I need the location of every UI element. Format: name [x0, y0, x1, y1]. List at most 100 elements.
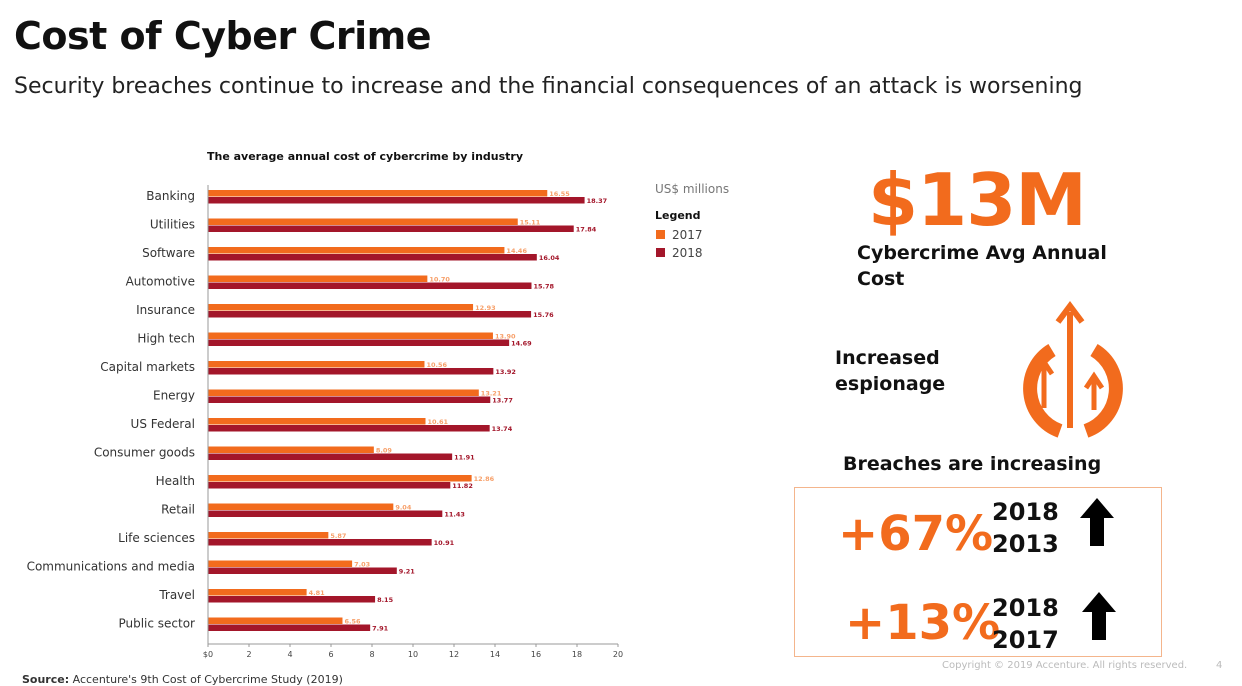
bar-2018	[208, 282, 532, 289]
category-label: Life sciences	[118, 531, 195, 545]
category-label: High tech	[137, 332, 195, 346]
category-label: Health	[156, 474, 195, 488]
bar-2018	[208, 482, 451, 489]
data-label-2018: 16.04	[539, 254, 560, 262]
industry-cost-bar-chart: The average annual cost of cybercrime by…	[27, 150, 730, 659]
x-tick-label: 18	[572, 650, 582, 659]
bar-2018	[208, 368, 494, 375]
data-label-2017: 10.56	[426, 361, 447, 369]
espionage-label-line-1: Increased	[835, 347, 940, 369]
category-label: US Federal	[131, 417, 195, 431]
legend-title: Legend	[655, 209, 701, 222]
bar-2017	[208, 617, 343, 624]
rising-arrows-icon	[1023, 301, 1123, 438]
x-tick-label: 16	[531, 650, 541, 659]
bar-2017	[208, 218, 518, 225]
bar-2017	[208, 418, 426, 425]
data-label-2017: 6.56	[344, 618, 361, 626]
espionage-label: Increased espionage	[835, 345, 945, 397]
category-label: Public sector	[118, 617, 195, 631]
category-label: Travel	[158, 588, 195, 602]
bar-2018	[208, 596, 376, 603]
bar-2018	[208, 539, 432, 546]
bar-2018	[208, 339, 510, 346]
category-label: Automotive	[126, 275, 195, 289]
data-label-2018: 18.37	[587, 197, 608, 205]
data-label-2017: 12.86	[474, 475, 495, 483]
chart-title: The average annual cost of cybercrime by…	[207, 150, 523, 163]
bar-2018	[208, 225, 574, 232]
source-label: Source:	[22, 673, 70, 686]
stat-pct-2017: +13%	[845, 595, 1001, 651]
page-number: 4	[1216, 660, 1223, 671]
stat-year-bottom-1: 2013	[992, 530, 1059, 558]
bar-2018	[208, 510, 443, 517]
data-label-2017: 10.61	[428, 418, 449, 426]
data-label-2018: 8.15	[377, 596, 394, 604]
data-label-2017: 5.87	[330, 532, 346, 540]
breach-stats-panel: +67% 2018 2013 +13% 2018 2017	[794, 487, 1162, 657]
bar-2018	[208, 567, 397, 574]
data-label-2018: 13.92	[495, 368, 516, 376]
espionage-label-line-2: espionage	[835, 373, 946, 395]
bar-2017	[208, 304, 474, 311]
bar-2017	[208, 389, 479, 396]
data-label-2017: 10.70	[429, 276, 450, 284]
data-label-2018: 13.77	[492, 397, 513, 405]
x-tick-label: 4	[287, 650, 292, 659]
x-tick-label: 12	[449, 650, 459, 659]
bar-2017	[208, 332, 493, 339]
data-label-2018: 11.43	[444, 511, 465, 519]
x-tick-label: 20	[613, 650, 623, 659]
legend-swatch-2017	[656, 230, 665, 239]
category-label: Utilities	[150, 218, 195, 232]
category-label: Energy	[153, 389, 195, 403]
bar-2017	[208, 560, 353, 567]
x-tick-label: $0	[203, 650, 213, 659]
data-label-2018: 15.76	[533, 311, 554, 319]
bar-2018	[208, 425, 490, 432]
data-label-2017: 4.81	[309, 589, 326, 597]
x-tick-label: 8	[369, 650, 374, 659]
category-label: Software	[142, 246, 195, 260]
data-label-2017: 13.90	[495, 333, 516, 341]
category-label: Communications and media	[27, 560, 195, 574]
avg-cost-label: Cybercrime Avg Annual Cost	[857, 242, 1107, 290]
bar-2017	[208, 503, 394, 510]
bar-2017	[208, 589, 307, 596]
data-label-2018: 9.21	[399, 568, 416, 576]
bar-2017	[208, 247, 505, 254]
bar-2018	[208, 311, 532, 318]
data-label-2018: 15.78	[533, 283, 554, 291]
bar-2018	[208, 624, 371, 631]
data-label-2017: 15.11	[520, 219, 541, 227]
category-label: Banking	[146, 189, 195, 203]
data-label-2017: 12.93	[475, 304, 496, 312]
data-label-2017: 14.46	[506, 247, 527, 255]
x-tick-label: 2	[246, 650, 251, 659]
data-label-2018: 11.91	[454, 454, 475, 462]
data-label-2018: 13.74	[492, 425, 513, 433]
legend-label-2017: 2017	[672, 228, 703, 242]
bar-2018	[208, 197, 585, 204]
data-label-2018: 11.82	[452, 482, 473, 490]
data-label-2017: 7.03	[354, 561, 370, 569]
stat-year-bottom-2: 2017	[992, 626, 1059, 654]
category-label: Consumer goods	[94, 446, 195, 460]
page-subtitle: Security breaches continue to increase a…	[14, 74, 1083, 99]
category-label: Retail	[161, 503, 195, 517]
unit-label: US$ millions	[655, 182, 729, 196]
bar-2017	[208, 475, 472, 482]
legend-label-2018: 2018	[672, 246, 703, 260]
bar-2018	[208, 453, 453, 460]
x-tick-label: 14	[490, 650, 500, 659]
data-label-2018: 17.84	[576, 226, 597, 234]
data-label-2018: 14.69	[511, 340, 532, 348]
bar-2018	[208, 396, 491, 403]
stat-year-top-2: 2018	[992, 594, 1059, 622]
data-label-2017: 9.04	[395, 504, 412, 512]
x-tick-label: 10	[408, 650, 418, 659]
bar-2017	[208, 532, 329, 539]
source-text: Accenture's 9th Cost of Cybercrime Study…	[72, 673, 343, 686]
breaches-heading: Breaches are increasing	[843, 453, 1102, 475]
